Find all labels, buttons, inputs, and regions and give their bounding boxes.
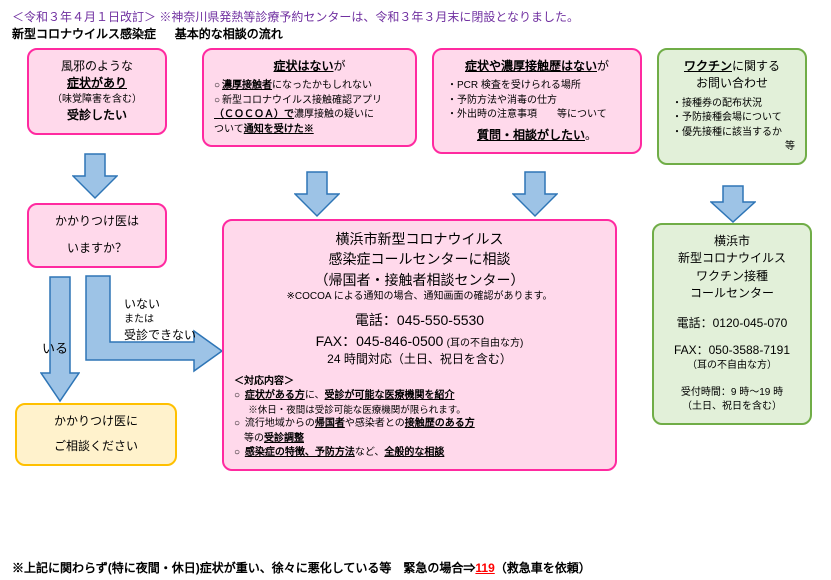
footer-a: ※上記に関わらず(特に夜間・休日)症状が重い、徐々に悪化している等 緊急の場合⇒ bbox=[12, 561, 475, 575]
box-consult-doctor: かかりつけ医に ご相談ください bbox=[15, 403, 177, 466]
b3-list: PCR 検査を受けられる場所 予防方法や消毒の仕方 外出時の注意事項 等について bbox=[444, 79, 630, 123]
b2-list: 濃厚接触者になったかもしれない 新型コロナウイルス接触確認アプリ （ＣＯＣＯＡ）… bbox=[214, 79, 405, 137]
arrow-down-icon bbox=[710, 184, 756, 224]
b4-li1: 接種券の配布状況 bbox=[672, 97, 795, 112]
b4-t2: お問い合わせ bbox=[669, 75, 795, 92]
c-tel: 電話：045-550-5530 bbox=[234, 310, 605, 330]
box-vaccine-center: 横浜市 新型コロナウイルス ワクチン接種 コールセンター 電話：0120-045… bbox=[652, 223, 812, 425]
b3-q: 質問・相談がしたい。 bbox=[444, 127, 630, 144]
c-note: ※COCOA による通知の場合、通知画面の確認があります。 bbox=[234, 290, 605, 305]
box-vaccine-inquiry: ワクチンに関する お問い合わせ 接種券の配布状況 予防接種会場について 優先接種… bbox=[657, 48, 807, 165]
v-fax: FAX：050-3588-7191 bbox=[664, 342, 800, 359]
box-symptoms: 風邪のような 症状があり （味覚障害を含む） 受診したい bbox=[27, 48, 167, 135]
c-l1: 横浜市新型コロナウイルス bbox=[234, 229, 605, 249]
c-r1note: ※休日・夜間は受診可能な医療機関が限られます。 bbox=[234, 404, 605, 418]
footer-emergency: ※上記に関わらず(特に夜間・休日)症状が重い、徐々に悪化している等 緊急の場合⇒… bbox=[12, 559, 591, 576]
b2-li2: 新型コロナウイルス接触確認アプリ （ＣＯＣＯＡ）で濃厚接触の疑いに ついて通知を… bbox=[214, 94, 405, 138]
v-l1: 横浜市 bbox=[664, 233, 800, 250]
closure-notice: ※神奈川県発熱等診療予約センターは、令和３年３月末に閉設となりました。 bbox=[159, 10, 579, 24]
label-cannot: 受診できない bbox=[124, 327, 196, 344]
b4-li2: 予防接種会場について bbox=[672, 111, 795, 126]
v-h2: （土日、祝日を含む） bbox=[664, 400, 800, 415]
q-l2: いますか？ bbox=[39, 240, 155, 257]
y-l2: ご相談ください bbox=[27, 438, 165, 455]
v-faxnote: （耳の不自由な方） bbox=[664, 359, 800, 374]
b3-li2: 予防方法や消毒の仕方 bbox=[447, 94, 630, 109]
c-r2: 流行地域からの帰国者や感染者との接触歴のある方 等の受診調整 bbox=[234, 417, 605, 446]
q-l1: かかりつけ医は bbox=[39, 213, 155, 230]
b4-etc: 等 bbox=[669, 140, 795, 155]
c-h2: ＜対応内容＞ bbox=[234, 375, 605, 390]
c-fax: FAX：045-846-0500 bbox=[316, 333, 444, 349]
b3-title: 症状や濃厚接触歴はないが bbox=[444, 58, 630, 75]
b4-li3: 優先接種に該当するか bbox=[672, 126, 795, 141]
b4-list: 接種券の配布状況 予防接種会場について 優先接種に該当するか bbox=[669, 97, 795, 141]
c-l3: （帰国者・接触者相談センター） bbox=[234, 270, 605, 290]
box-no-symptoms-contact: 症状や濃厚接触歴はないが PCR 検査を受けられる場所 予防方法や消毒の仕方 外… bbox=[432, 48, 642, 154]
c-fax-row: FAX：045-846-0500 (耳の不自由な方) bbox=[234, 331, 605, 352]
flow-grid: 風邪のような 症状があり （味覚障害を含む） 受診したい 症状はないが 濃厚接触… bbox=[12, 48, 819, 554]
footer-c: （救急車を依頼） bbox=[495, 561, 591, 575]
title-b: 基本的な相談の流れ bbox=[175, 27, 283, 41]
box-call-center: 横浜市新型コロナウイルス 感染症コールセンターに相談 （帰国者・接触者相談センタ… bbox=[222, 219, 617, 471]
b1-l3: （味覚障害を含む） bbox=[39, 93, 155, 108]
c-l2: 感染症コールセンターに相談 bbox=[234, 249, 605, 269]
c-r3: 感染症の特徴、予防方法など、全般的な相談 bbox=[234, 446, 605, 461]
label-inai-block: いない または 受診できない bbox=[124, 296, 196, 344]
revision-label: ＜令和３年４月１日改訂＞ bbox=[12, 10, 156, 24]
c-hours: 24 時間対応（土日、祝日を含む） bbox=[234, 351, 605, 368]
box-no-symptoms: 症状はないが 濃厚接触者になったかもしれない 新型コロナウイルス接触確認アプリ … bbox=[202, 48, 417, 147]
v-l4: コールセンター bbox=[664, 285, 800, 302]
arrow-down-icon bbox=[512, 170, 558, 218]
b4-t1: ワクチンに関する bbox=[669, 58, 795, 75]
c-contents: ＜対応内容＞ 症状がある方に、受診が可能な医療機関を紹介 ※休日・夜間は受診可能… bbox=[234, 375, 605, 461]
b1-l1: 風邪のような bbox=[39, 58, 155, 75]
title-a: 新型コロナウイルス感染症 bbox=[12, 27, 156, 41]
b1-l2: 症状があり bbox=[39, 75, 155, 92]
b3-li1: PCR 検査を受けられる場所 bbox=[447, 79, 630, 94]
b2-li1: 濃厚接触者になったかもしれない bbox=[214, 79, 405, 94]
c-r1: 症状がある方に、受診が可能な医療機関を紹介 ※休日・夜間は受診可能な医療機関が限… bbox=[234, 389, 605, 417]
label-mata: または bbox=[124, 313, 196, 327]
box-have-doctor: かかりつけ医は いますか？ bbox=[27, 203, 167, 268]
label-inai: いない bbox=[124, 296, 196, 313]
header-line1: ＜令和３年４月１日改訂＞ ※神奈川県発熱等診療予約センターは、令和３年３月末に閉… bbox=[12, 8, 819, 25]
c-fax-note: (耳の不自由な方) bbox=[447, 338, 524, 349]
footer-119: 119 bbox=[475, 561, 494, 575]
arrow-down-icon bbox=[72, 152, 118, 200]
b2-title: 症状はないが bbox=[214, 58, 405, 75]
b3-li3: 外出時の注意事項 等について bbox=[447, 108, 630, 123]
v-h1: 受付時間：9 時～19 時 bbox=[664, 386, 800, 401]
header-title: 新型コロナウイルス感染症 基本的な相談の流れ bbox=[12, 25, 819, 42]
v-tel: 電話：0120-045-070 bbox=[664, 315, 800, 332]
v-l2: 新型コロナウイルス bbox=[664, 250, 800, 267]
arrow-down-icon bbox=[294, 170, 340, 218]
v-l3: ワクチン接種 bbox=[664, 268, 800, 285]
b1-l4: 受診したい bbox=[39, 107, 155, 124]
y-l1: かかりつけ医に bbox=[27, 413, 165, 430]
label-iru: いる bbox=[42, 338, 68, 357]
